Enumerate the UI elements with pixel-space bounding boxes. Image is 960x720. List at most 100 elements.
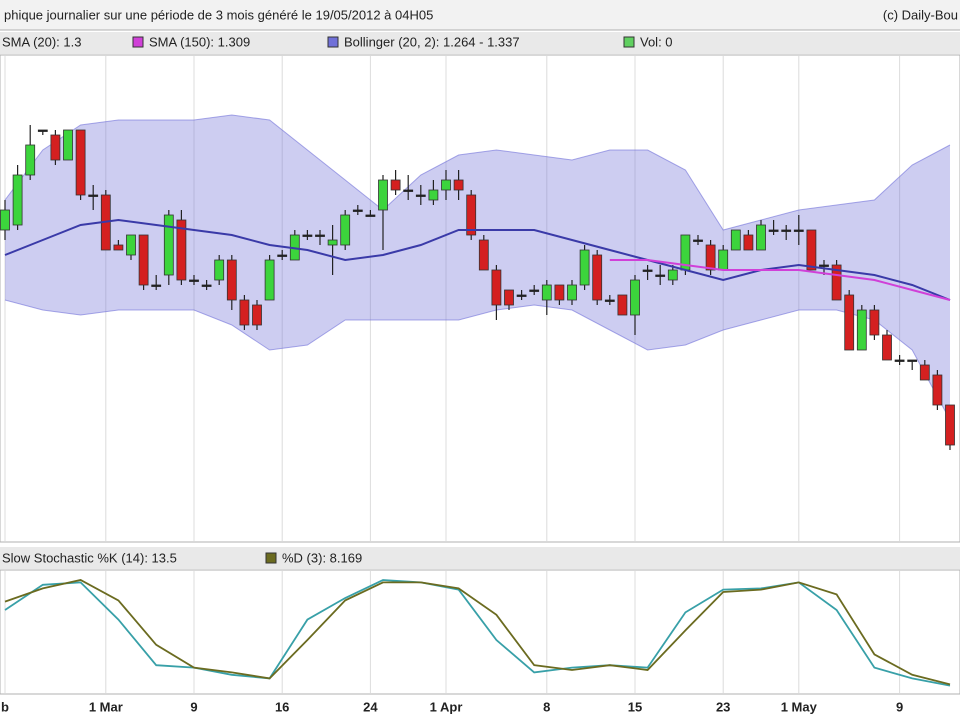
bollinger-band xyxy=(5,115,950,420)
price-pane xyxy=(0,54,960,543)
legend-label: Slow Stochastic %K (14): 13.5 xyxy=(2,550,177,565)
bollinger-lower xyxy=(4,299,951,421)
candle-body xyxy=(453,179,464,191)
candle-body xyxy=(151,284,162,287)
grid xyxy=(4,56,901,693)
candle-body xyxy=(504,289,514,306)
candle-body xyxy=(768,229,779,232)
x-tick-label: 1 May xyxy=(781,699,818,714)
candle-body xyxy=(138,234,149,286)
stoch-pane xyxy=(0,569,960,695)
candle-body xyxy=(378,179,388,211)
candle-body xyxy=(163,214,174,276)
candle-body xyxy=(907,359,918,362)
x-tick-label: b xyxy=(1,699,9,714)
candle-body xyxy=(882,334,892,361)
candle-body xyxy=(831,264,842,301)
candle-body xyxy=(441,179,451,191)
candle-body xyxy=(630,279,640,316)
legend-label: SMA (20): 1.3 xyxy=(2,34,81,49)
x-tick-label: 9 xyxy=(190,699,197,714)
candle-body xyxy=(75,129,86,196)
candle-body xyxy=(491,269,502,306)
plot xyxy=(0,114,955,450)
candle-body xyxy=(415,194,426,197)
candle-body xyxy=(806,229,817,271)
x-tick-label: 8 xyxy=(543,699,550,714)
candle-body xyxy=(945,404,955,446)
legend-label: Vol: 0 xyxy=(640,34,673,49)
candle-body xyxy=(302,234,313,237)
candle-body xyxy=(327,239,338,246)
candle-body xyxy=(315,234,325,237)
candle-body xyxy=(894,359,905,362)
sma-line xyxy=(609,259,951,301)
legend-swatch xyxy=(265,552,277,564)
candle-body xyxy=(37,129,48,132)
candle-body xyxy=(113,244,124,251)
candle-body xyxy=(592,254,603,301)
candle-body xyxy=(756,224,766,251)
x-tick-label: 24 xyxy=(363,699,378,714)
bollinger-upper xyxy=(4,114,951,231)
candle-body xyxy=(693,239,703,242)
candle-body xyxy=(226,259,237,301)
candle-body xyxy=(554,284,565,301)
x-tick-label: 23 xyxy=(716,699,730,714)
x-tick-label: 1 Mar xyxy=(89,699,123,714)
candle-body xyxy=(466,194,477,236)
candle-body xyxy=(516,294,527,297)
candle-body xyxy=(604,299,615,302)
candle-body xyxy=(919,364,930,381)
legend-swatch xyxy=(132,36,144,48)
candle-body xyxy=(390,179,401,191)
legend-swatch xyxy=(327,36,339,48)
candle-body xyxy=(214,259,225,281)
candle-body xyxy=(730,229,741,251)
candle-body xyxy=(667,269,678,281)
candle-body xyxy=(189,279,199,282)
candle-body xyxy=(12,174,23,226)
candle-body xyxy=(50,134,61,161)
legend-bar xyxy=(0,32,960,54)
candle-body xyxy=(365,214,376,217)
legend-label: %D (3): 8.169 xyxy=(282,550,362,565)
stoch-plot xyxy=(4,579,951,687)
candle-body xyxy=(340,214,351,246)
x-tick-label: 16 xyxy=(275,699,289,714)
candle-body xyxy=(793,229,804,232)
candle-body xyxy=(88,194,99,197)
x-tick-label: 9 xyxy=(896,699,903,714)
x-tick-label: 1 Apr xyxy=(430,699,463,714)
candle-body xyxy=(63,129,73,161)
candle-body xyxy=(126,234,136,256)
candle-body xyxy=(819,264,829,267)
title-bar xyxy=(0,0,960,30)
sma-line xyxy=(4,218,951,301)
candle-body xyxy=(642,269,653,272)
candle-body xyxy=(781,229,792,232)
labels: b 1 Mar 9 16 24 1 Apr 8 15 23 1 May 9 SMA (20): 1.3… xyxy=(1,34,903,714)
legend-label: SMA (150): 1.309 xyxy=(149,34,250,49)
candle-body xyxy=(579,249,590,286)
candle-body xyxy=(844,294,855,351)
candle-body xyxy=(718,249,729,271)
candle-body xyxy=(428,189,439,201)
candle-body xyxy=(529,289,540,292)
candle-body xyxy=(869,309,880,336)
candle-body xyxy=(403,189,414,192)
x-tick-label: 15 xyxy=(628,699,642,714)
candle-body xyxy=(264,259,275,301)
credit: (c) Daily-Bou xyxy=(883,7,958,22)
candle-body xyxy=(567,284,577,301)
candle-body xyxy=(856,309,867,351)
candle-body xyxy=(0,209,10,231)
candle-body xyxy=(25,144,36,176)
stoch-legend-bar xyxy=(0,547,960,569)
candle-body xyxy=(617,294,628,316)
legend-label: Bollinger (20, 2): 1.264 - 1.337 xyxy=(344,34,520,49)
chart-title: phique journalier sur une période de 3 m… xyxy=(4,7,433,22)
candle-body xyxy=(239,299,250,326)
candle-body xyxy=(277,254,288,257)
candle-body xyxy=(252,304,262,326)
